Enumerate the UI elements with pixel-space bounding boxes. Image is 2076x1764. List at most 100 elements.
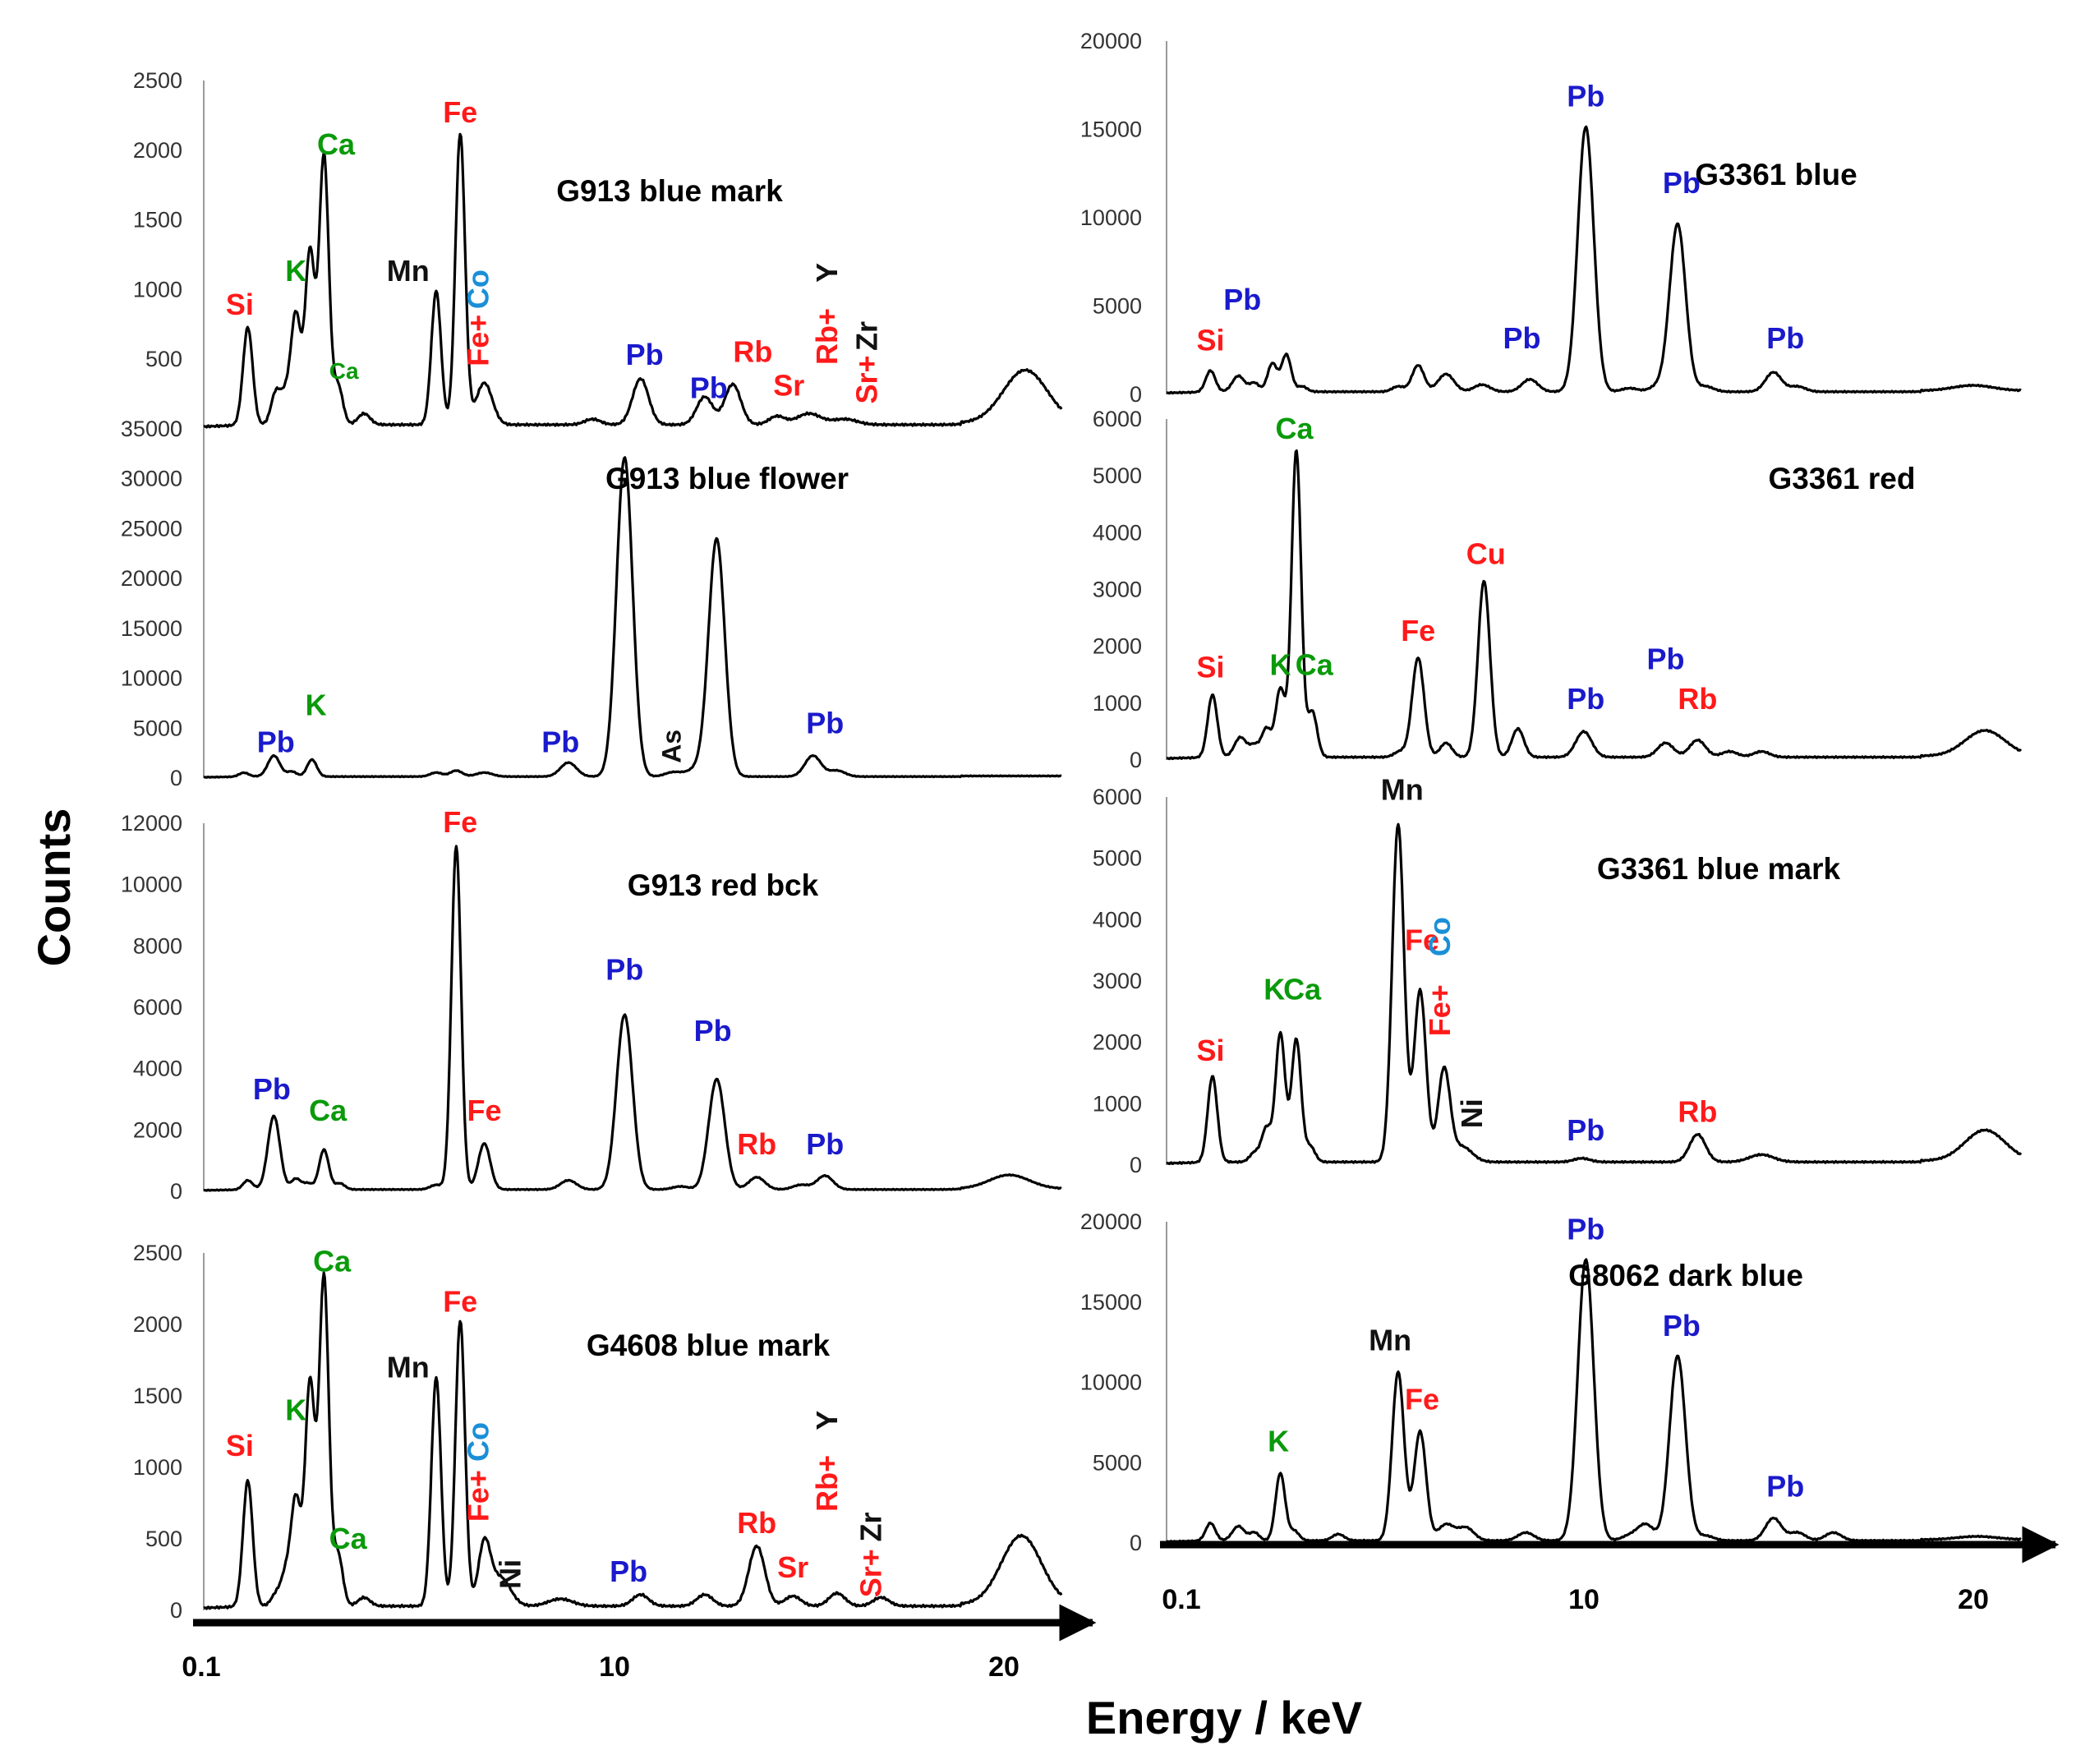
y-tick-label: 5000 — [1093, 846, 1142, 871]
spectrum-line — [203, 1271, 1063, 1610]
peak-label: Ca — [329, 358, 359, 384]
peak-label: Pb — [626, 338, 664, 371]
peak-label: Ca — [329, 1522, 368, 1555]
y-tick-label: 5000 — [1093, 1450, 1142, 1475]
peak-label: Pb — [1567, 682, 1604, 716]
y-tick-label: 500 — [145, 347, 182, 371]
y-tick-label: 6000 — [1093, 785, 1142, 809]
y-tick-label: 1500 — [133, 208, 182, 233]
y-tick-label: 25000 — [121, 516, 182, 541]
spectrum-line — [203, 456, 1062, 779]
peak-label: Pb — [1567, 1213, 1604, 1246]
peak-label: Si — [1196, 1034, 1224, 1067]
y-tick-label: 2000 — [1093, 1030, 1142, 1055]
peak-label: Zr — [854, 1513, 888, 1542]
peak-label: Co — [1423, 917, 1457, 956]
peak-label: Rb+ — [810, 1455, 844, 1512]
y-tick-label: 12000 — [121, 811, 182, 836]
peak-label: K — [285, 1393, 306, 1427]
panel-title: G913 blue flower — [605, 462, 849, 495]
y-tick-label: 0 — [1130, 1153, 1142, 1177]
peak-label: As — [657, 730, 687, 763]
y-tick-label: 10000 — [121, 666, 182, 691]
peak-label: Si — [226, 1429, 254, 1462]
peak-label: Fe — [443, 1284, 477, 1318]
peak-label: K — [1270, 647, 1291, 681]
panel-title: G3361 blue mark — [1597, 852, 1841, 886]
panel-title: G4608 blue mark — [587, 1329, 831, 1362]
peak-label: Pb — [1503, 321, 1540, 355]
peak-label: Pb — [253, 1072, 291, 1106]
y-tick-label: 1000 — [1093, 691, 1142, 716]
peak-label: K — [306, 689, 327, 722]
peak-label: Rb — [737, 1127, 776, 1161]
right-x-tick-10: 10 — [1568, 1584, 1600, 1615]
y-tick-label: 10000 — [121, 873, 182, 897]
y-tick-label: 1000 — [1093, 1091, 1142, 1116]
x-axis-title: Energy / keV — [1086, 1692, 1362, 1743]
panel-title: G913 red bck — [628, 868, 819, 902]
y-tick-label: 30000 — [121, 467, 182, 491]
y-tick-label: 8000 — [133, 933, 182, 958]
peak-label: Ca — [317, 127, 356, 161]
left-x-tick-10: 10 — [599, 1651, 630, 1683]
y-tick-label: 2500 — [133, 1241, 182, 1265]
peak-label: Zr — [850, 321, 884, 351]
peak-label: Pb — [1567, 1113, 1604, 1147]
peak-label: Pb — [1663, 1309, 1701, 1343]
peak-label: K — [285, 254, 306, 288]
y-tick-label: 0 — [170, 1179, 182, 1204]
peak-label: Pb — [1766, 321, 1804, 355]
peak-label: Fe+ — [461, 315, 495, 366]
panel-title: G913 blue mark — [556, 174, 783, 208]
peak-label: Pb — [1766, 1469, 1804, 1503]
peak-label: Ca — [1275, 412, 1314, 445]
y-tick-label: 15000 — [1080, 117, 1142, 142]
left-x-tick-0: 0.1 — [182, 1651, 220, 1683]
peak-label: Pb — [1663, 166, 1701, 200]
peak-label: Pb — [806, 1127, 844, 1161]
panel-p1: 2500 2000 1500 1000 500 0 G913 blue mark Si K Ca C… — [133, 68, 1063, 441]
peak-label: Ni — [1455, 1098, 1489, 1128]
spectrum-line — [203, 845, 1062, 1192]
peak-label: Rb — [1678, 682, 1717, 716]
panel-p6: 6000 5000 4000 3000 2000 1000 0 G3361 red Ca Cu Fe… — [1093, 407, 2023, 772]
y-tick-label: 1000 — [133, 1455, 182, 1480]
peak-label: Mn — [387, 1350, 430, 1384]
peak-label: Sr+ — [854, 1549, 888, 1597]
peak-label: Y — [810, 263, 844, 283]
peak-label: Mn — [1369, 1323, 1411, 1356]
y-tick-label: 2500 — [133, 68, 182, 93]
panel-p7: 6000 5000 4000 3000 2000 1000 0 G3361 blue mark… — [1093, 773, 2023, 1177]
peak-label: Ca — [313, 1245, 352, 1278]
peak-label: Fe+ — [1423, 984, 1457, 1036]
y-tick-label: 20000 — [1080, 29, 1142, 53]
spectrum-line — [1166, 1258, 2022, 1544]
y-tick-label: 5000 — [1093, 463, 1142, 488]
peak-label: Fe — [467, 1094, 501, 1127]
spectrum-line — [1166, 125, 2022, 395]
peak-label: Cu — [1466, 537, 1506, 570]
panel-p3: 12000 10000 8000 6000 4000 2000 0 G913 red bck P… — [121, 805, 1062, 1204]
peak-label: Fe — [1405, 1383, 1439, 1416]
peak-label: Si — [226, 288, 254, 321]
y-tick-label: 0 — [170, 417, 182, 441]
panel-p4: 2500 2000 1500 1000 500 0 G4608 blue mark Si K Ca… — [133, 1241, 1063, 1623]
spectrum-line — [1166, 822, 2023, 1166]
peak-label: Pb — [605, 952, 643, 986]
y-tick-label: 15000 — [1080, 1290, 1142, 1315]
peak-label: Fe — [443, 805, 477, 839]
y-axis-title: Counts — [28, 808, 80, 967]
y-tick-label: 2000 — [133, 138, 182, 163]
panel-title: G8062 dark blue — [1568, 1259, 1803, 1292]
peak-label: Ca — [1296, 647, 1334, 681]
panel-p2: 35000 30000 25000 20000 15000 10000 5000 0 G913 … — [121, 417, 1062, 790]
peak-label: Co — [461, 269, 495, 309]
y-tick-label: 5000 — [1093, 294, 1142, 319]
peak-label: Fe+ — [461, 1470, 495, 1522]
peak-label: K — [1264, 972, 1285, 1006]
y-tick-label: 20000 — [1080, 1209, 1142, 1234]
peak-label: Mn — [1381, 773, 1424, 807]
y-tick-label: 1000 — [133, 277, 182, 302]
peak-label: Sr — [773, 368, 804, 402]
